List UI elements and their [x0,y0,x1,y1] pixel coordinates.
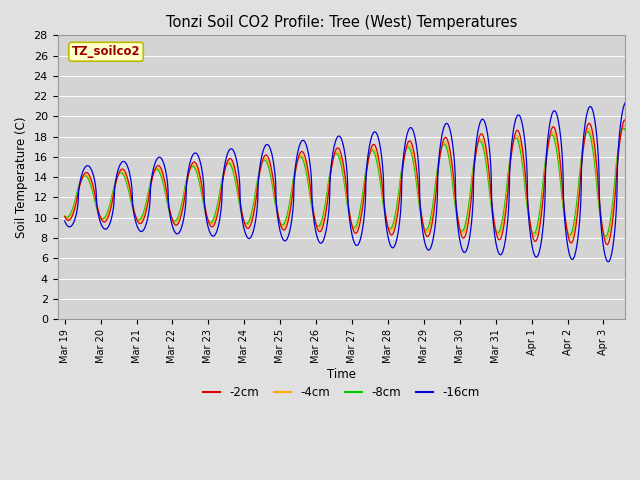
Title: Tonzi Soil CO2 Profile: Tree (West) Temperatures: Tonzi Soil CO2 Profile: Tree (West) Temp… [166,15,517,30]
Y-axis label: Soil Temperature (C): Soil Temperature (C) [15,117,28,238]
Text: TZ_soilco2: TZ_soilco2 [72,45,140,58]
X-axis label: Time: Time [327,369,356,382]
Legend: -2cm, -4cm, -8cm, -16cm: -2cm, -4cm, -8cm, -16cm [198,382,484,404]
